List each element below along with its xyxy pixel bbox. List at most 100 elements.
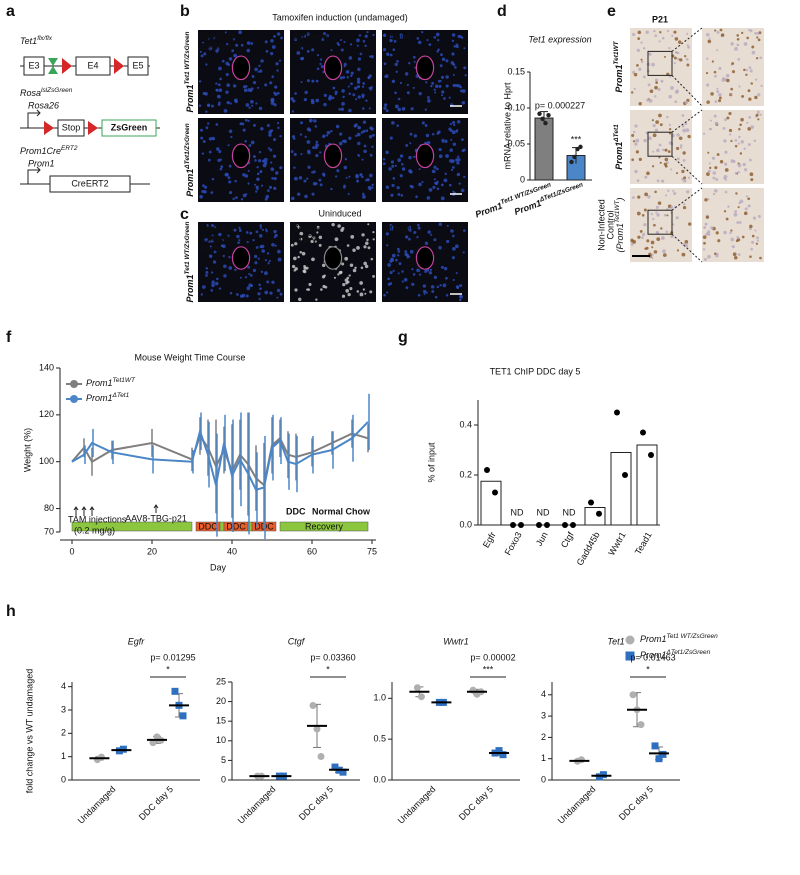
nucleus xyxy=(734,46,738,51)
nucleus xyxy=(422,284,427,288)
nucleus xyxy=(300,152,303,156)
nucleus xyxy=(204,92,208,96)
nucleus xyxy=(218,232,222,237)
nucleus xyxy=(360,131,364,134)
nucleus xyxy=(328,96,332,101)
nucleus xyxy=(706,83,710,87)
nucleus xyxy=(756,236,759,240)
y-tick-label: 140 xyxy=(39,362,54,372)
nucleus xyxy=(341,262,345,266)
y-tick-label: 1.0 xyxy=(373,693,386,703)
nucleus xyxy=(382,158,386,161)
nucleus xyxy=(234,100,238,104)
nucleus xyxy=(349,263,354,267)
nucleus xyxy=(437,48,440,51)
nucleus xyxy=(391,226,395,229)
nucleus xyxy=(648,52,652,56)
nucleus xyxy=(371,183,374,187)
nucleus xyxy=(244,276,248,279)
point xyxy=(492,489,498,496)
nucleus xyxy=(640,58,643,61)
nucleus xyxy=(291,196,295,201)
nucleus xyxy=(318,178,322,182)
nucleus xyxy=(304,194,308,199)
nucleus xyxy=(264,290,269,295)
legend-label-base: Prom1 xyxy=(86,378,113,388)
nucleus xyxy=(451,39,455,43)
nucleus xyxy=(296,224,299,228)
nucleus xyxy=(234,179,237,183)
nucleus xyxy=(338,141,343,146)
nucleus xyxy=(681,124,685,128)
nucleus xyxy=(759,56,763,60)
nucleus xyxy=(711,156,716,160)
nucleus xyxy=(425,291,428,294)
nucleus xyxy=(258,297,261,301)
point xyxy=(570,522,576,528)
nucleus xyxy=(657,201,662,205)
nucleus xyxy=(356,80,361,84)
nucleus xyxy=(247,119,250,123)
nucleus xyxy=(433,238,437,242)
nucleus xyxy=(730,229,733,232)
image xyxy=(630,28,692,106)
nucleus xyxy=(389,53,393,57)
nucleus xyxy=(400,33,404,37)
nucleus xyxy=(655,120,660,124)
nucleus xyxy=(221,239,224,242)
nucleus xyxy=(745,68,749,72)
nucleus xyxy=(430,285,435,289)
nucleus xyxy=(307,151,311,155)
nucleus xyxy=(635,150,639,154)
nucleus xyxy=(745,195,748,198)
nucleus xyxy=(270,97,275,102)
nucleus xyxy=(325,34,329,38)
nucleus xyxy=(367,246,371,250)
nucleus xyxy=(270,39,274,43)
nucleus xyxy=(388,167,392,171)
nucleus xyxy=(355,134,358,137)
nucleus xyxy=(733,255,738,260)
nucleus xyxy=(306,140,311,144)
nucleus xyxy=(227,176,231,180)
nucleus xyxy=(663,162,667,166)
nucleus xyxy=(315,98,320,103)
promoter-arrow xyxy=(27,166,41,184)
significance: * xyxy=(326,664,330,674)
point xyxy=(659,750,667,758)
x-tick-label: Gadd45b xyxy=(575,530,602,567)
point xyxy=(413,684,421,692)
nucleus xyxy=(634,124,638,128)
nucleus xyxy=(666,115,669,119)
nucleus xyxy=(754,95,758,100)
nucleus xyxy=(293,256,297,261)
nucleus xyxy=(655,81,658,84)
nucleus xyxy=(292,137,296,140)
nucleus xyxy=(413,230,417,235)
nucleus xyxy=(714,100,718,104)
vessel xyxy=(323,143,343,169)
nucleus xyxy=(401,280,404,283)
nucleus xyxy=(273,176,277,181)
nucleus xyxy=(754,32,757,35)
micrograph xyxy=(702,188,764,262)
nucleus xyxy=(450,168,454,172)
nucleus xyxy=(211,234,214,237)
nucleus xyxy=(728,128,733,133)
nucleus xyxy=(437,79,441,83)
nucleus xyxy=(357,85,361,89)
nucleus xyxy=(315,298,318,301)
nucleus xyxy=(676,51,680,55)
nucleus xyxy=(427,99,431,103)
injection-arrow xyxy=(89,506,95,516)
nucleus xyxy=(308,282,312,286)
nucleus xyxy=(448,96,451,99)
nucleus xyxy=(369,173,373,178)
nucleus xyxy=(306,288,309,291)
reporter xyxy=(101,119,157,137)
nucleus xyxy=(357,141,361,146)
nucleus xyxy=(228,57,233,61)
nucleus xyxy=(294,92,297,95)
nucleus xyxy=(227,144,230,147)
nucleus xyxy=(441,138,445,142)
